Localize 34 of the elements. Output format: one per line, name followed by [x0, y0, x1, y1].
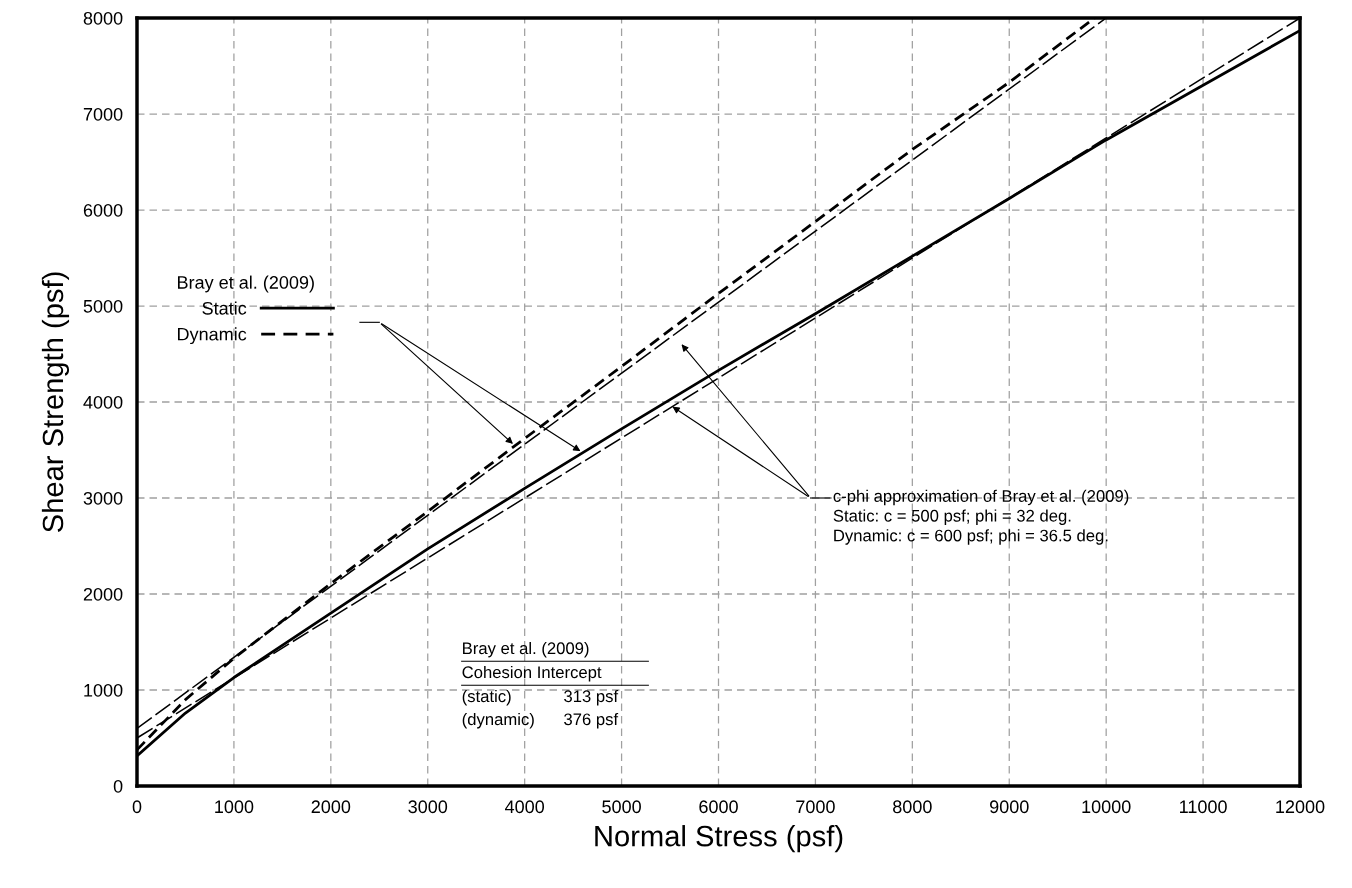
annotation: Cohesion Intercept: [462, 665, 602, 682]
annotation: 313 psf: [564, 689, 619, 706]
legend-label: Static: [202, 301, 247, 315]
y-tick-label: 7000: [83, 107, 123, 121]
legend-label: Dynamic: [177, 327, 247, 345]
y-tick-label: 2000: [83, 587, 123, 601]
annotation: (static): [462, 689, 511, 706]
x-tick-label: 4000: [505, 800, 545, 814]
x-tick-label: 2000: [311, 800, 351, 814]
y-tick-label: 4000: [83, 395, 123, 409]
x-tick-label: 8000: [893, 800, 932, 814]
x-tick-label: 10000: [1082, 800, 1131, 814]
x-tick-label: 5000: [602, 800, 641, 814]
y-axis-title: Shear Strength (psf): [41, 272, 70, 532]
annotation: c-phi approximation of Bray et al. (2009) Static: c = 500 psf; phi = 32 deg. Dynamic: c = 600 psf; phi = 36.5 deg.: [833, 489, 1129, 545]
annotation: (dynamic): [462, 712, 534, 729]
y-tick-label: 8000: [83, 11, 123, 25]
legend-title: Bray et al. (2009): [177, 275, 314, 293]
y-tick-label: 0: [113, 779, 123, 793]
x-tick-label: 0: [132, 800, 142, 814]
y-tick-label: 6000: [83, 203, 123, 217]
x-tick-label: 7000: [796, 800, 835, 814]
x-tick-label: 12000: [1276, 800, 1325, 814]
x-tick-label: 3000: [408, 800, 448, 814]
y-tick-label: 1000: [84, 683, 123, 697]
y-tick-label: 5000: [83, 299, 123, 313]
x-tick-label: 6000: [699, 800, 738, 814]
annotation: Bray et al. (2009): [463, 641, 589, 658]
y-tick-label: 3000: [83, 491, 123, 505]
x-tick-label: 11000: [1180, 800, 1227, 814]
x-axis-title: Normal Stress (psf): [595, 825, 843, 853]
annotation: 376 psf: [564, 712, 619, 729]
x-tick-label: 1000: [215, 800, 254, 814]
x-tick-label: 9000: [990, 800, 1029, 814]
